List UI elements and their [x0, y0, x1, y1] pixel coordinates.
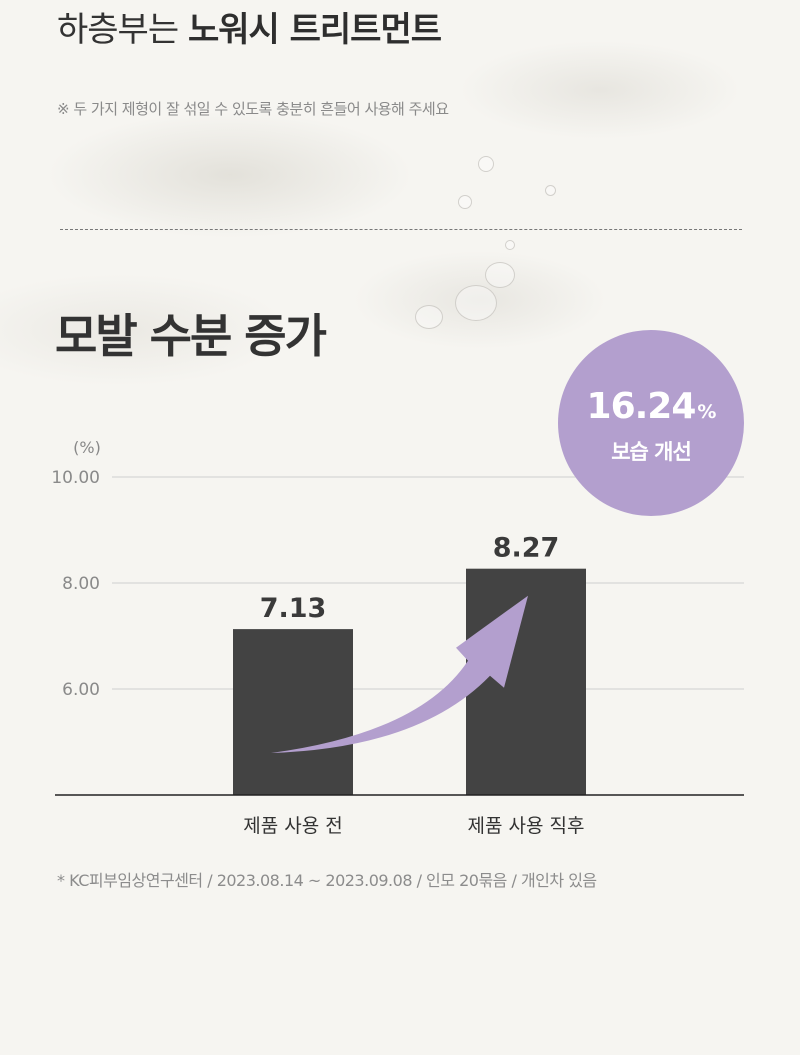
- x-category-label: 제품 사용 전: [243, 815, 342, 837]
- footnote: * KC피부임상연구센터 / 2023.08.14 ~ 2023.09.08 /…: [57, 871, 597, 890]
- water-bubble: [415, 305, 443, 329]
- bar: [233, 629, 353, 795]
- badge-label: 보습 개선: [611, 440, 692, 464]
- title-strong: 노워시 트리트먼트: [187, 10, 442, 50]
- water-bubble: [545, 185, 556, 196]
- bar-value-label: 8.27: [493, 533, 560, 564]
- usage-notice: ※ 두 가지 제형이 잘 섞일 수 있도록 충분히 흔들어 사용해 주세요: [57, 100, 449, 118]
- water-bubble: [455, 285, 497, 321]
- badge-unit: %: [697, 401, 716, 423]
- badge-value: 16.24%: [558, 386, 744, 427]
- water-bubble: [478, 156, 494, 172]
- dashed-divider: [60, 229, 742, 230]
- growth-arrow: [271, 595, 528, 753]
- y-tick-label: 6.00: [62, 680, 100, 700]
- title-normal: 하층부는: [57, 10, 179, 50]
- y-tick-label: 8.00: [62, 574, 100, 594]
- water-bubble: [485, 262, 515, 288]
- y-axis-unit: (%): [73, 438, 101, 457]
- improvement-badge: 16.24% 보습 개선: [558, 330, 744, 516]
- x-category-label: 제품 사용 직후: [468, 815, 585, 837]
- bar: [466, 568, 586, 795]
- water-bubble: [458, 195, 472, 209]
- page-title: 하층부는 노워시 트리트먼트: [57, 2, 442, 51]
- y-tick-label: 10.00: [51, 468, 100, 488]
- bar-value-label: 7.13: [260, 593, 327, 624]
- section-title: 모발 수분 증가: [55, 309, 327, 363]
- water-bubble: [505, 240, 515, 250]
- badge-number: 16.24: [586, 386, 697, 427]
